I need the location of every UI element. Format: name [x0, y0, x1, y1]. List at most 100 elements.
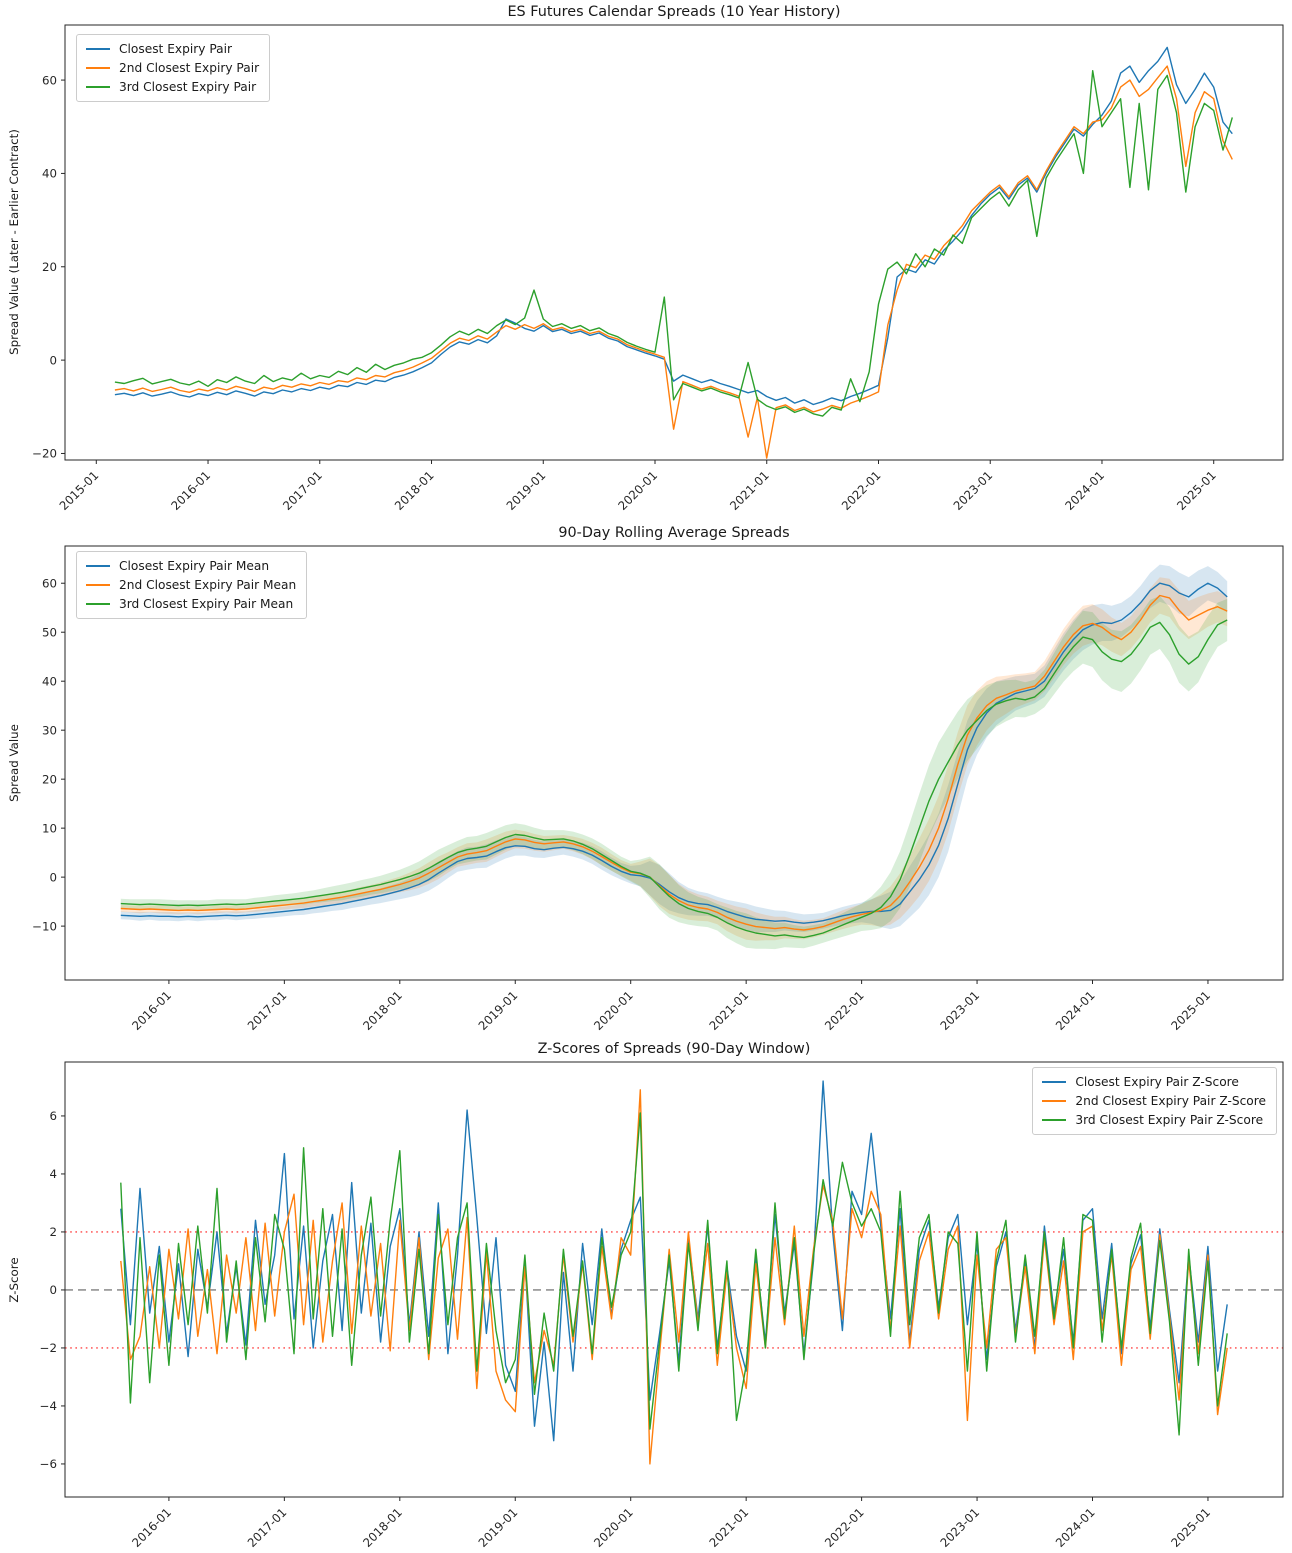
legend-item: 2nd Closest Expiry Pair [86, 61, 259, 75]
x-tick-label: 2024-01 [1062, 468, 1107, 513]
y-tick-label: 0 [49, 1283, 57, 1297]
series-line [114, 70, 1233, 417]
chart-calendar-spreads: −20 0 20 40 60 2015-01 2016-01 2017-01 2018-01 20… [0, 0, 1292, 517]
x-tick-label: 2025-01 [1168, 988, 1213, 1033]
x-tick-label: 2020-01 [591, 1505, 636, 1550]
plot-frame [64, 1061, 1284, 1498]
y-tick-label: 10 [42, 821, 57, 835]
chart-title-rolling-average: 90-Day Rolling Average Spreads [558, 525, 790, 541]
x-tick-label: 2021-01 [707, 988, 752, 1033]
legend-item: 2nd Closest Expiry Pair Z-Score [1042, 1094, 1266, 1108]
x-tick-label: 2023-01 [937, 1505, 982, 1550]
y-tick-label: −10 [32, 919, 57, 933]
series-line [120, 582, 1228, 924]
y-axis-label-spreads: Spread Value (Later - Earlier Contract) [7, 129, 21, 355]
x-tick-label: 2022-01 [822, 988, 867, 1033]
x-tick-label: 2023-01 [937, 988, 982, 1033]
y-tick-label: −2 [40, 1341, 57, 1355]
x-tick-label: 2023-01 [951, 468, 996, 513]
legend-label: 3rd Closest Expiry Pair Mean [119, 597, 294, 612]
x-tick-label: 2017-01 [245, 988, 290, 1033]
x-tick-label: 2016-01 [129, 1505, 174, 1550]
legend-rolling-average: Closest Expiry Pair Mean 2nd Closest Expi… [76, 551, 308, 620]
plot-frame [64, 24, 1284, 461]
chart-zscores: −6 −4 −2 0 2 4 6 2016-01 2017-01 2018-01 2019-01 20… [0, 1035, 1292, 1553]
legend-line-swatch [86, 603, 110, 606]
legend-line-swatch [1042, 1081, 1067, 1084]
y-tick-label: −6 [40, 1457, 57, 1471]
x-tick-label: 2024-01 [1053, 988, 1098, 1033]
legend-line-swatch [86, 48, 110, 51]
series-line [114, 46, 1233, 406]
legend-label: Closest Expiry Pair Z-Score [1075, 1075, 1239, 1089]
rolling-average-plot-area: −10 0 10 20 30 40 50 60 2016-01 2017-01 2018-01 201… [32, 545, 1284, 1033]
y-tick-label: 60 [42, 576, 57, 590]
y-tick-label: 40 [42, 167, 57, 181]
y-tick-label: 60 [42, 73, 57, 87]
legend-label: 2nd Closest Expiry Pair Z-Score [1075, 1094, 1266, 1109]
x-tick-label: 2022-01 [822, 1505, 867, 1550]
legend-item: Closest Expiry Pair Z-Score [1042, 1075, 1266, 1089]
x-tick-label: 2019-01 [476, 1505, 521, 1550]
series-line [120, 1089, 1228, 1465]
chart-rolling-average: −10 0 10 20 30 40 50 60 2016-01 2017-01 2018-01 201… [0, 517, 1292, 1035]
y-tick-label: 20 [42, 260, 57, 274]
series-band [120, 596, 1228, 950]
series-band [120, 564, 1228, 932]
legend-item: 3rd Closest Expiry Pair [86, 80, 259, 94]
chart-title-zscores: Z-Scores of Spreads (90-Day Window) [537, 1041, 811, 1057]
legend-line-swatch [86, 565, 110, 568]
legend-zscores: Closest Expiry Pair Z-Score 2nd Closest E… [1032, 1067, 1277, 1136]
legend-line-swatch [1042, 1100, 1067, 1103]
y-axis-label-zscores: Z-Score [7, 1257, 21, 1303]
legend-line-swatch [86, 584, 110, 587]
legend-line-swatch [86, 86, 110, 89]
legend-label: 3rd Closest Expiry Pair Z-Score [1075, 1113, 1264, 1128]
x-tick-label: 2017-01 [245, 1505, 290, 1550]
y-tick-label: −4 [40, 1399, 57, 1413]
legend-item: Closest Expiry Pair [86, 42, 259, 56]
x-tick-label: 2019-01 [504, 468, 549, 513]
x-tick-label: 2019-01 [476, 988, 521, 1033]
legend-line-swatch [86, 67, 110, 70]
x-tick-label: 2021-01 [727, 468, 772, 513]
x-tick-label: 2018-01 [360, 988, 405, 1033]
x-tick-label: 2016-01 [168, 468, 213, 513]
legend-label: 2nd Closest Expiry Pair Mean [119, 578, 297, 593]
x-tick-label: 2021-01 [707, 1505, 752, 1550]
x-tick-label: 2024-01 [1053, 1505, 1098, 1550]
legend-item: 3rd Closest Expiry Pair Z-Score [1042, 1113, 1266, 1127]
x-tick-label: 2022-01 [839, 468, 884, 513]
series-line [120, 1112, 1228, 1436]
chart-title-spreads: ES Futures Calendar Spreads (10 Year His… [507, 4, 841, 20]
plot-frame [64, 545, 1284, 981]
y-tick-label: 0 [49, 870, 57, 884]
series-line [120, 594, 1228, 931]
x-tick-label: 2025-01 [1168, 1505, 1213, 1550]
zscores-plot-area: −6 −4 −2 0 2 4 6 2016-01 2017-01 2018-01 2019-01 20… [40, 1061, 1284, 1550]
x-tick-label: 2017-01 [280, 468, 325, 513]
series-line [114, 65, 1233, 459]
x-tick-label: 2020-01 [591, 988, 636, 1033]
y-tick-label: 6 [49, 1109, 57, 1123]
legend-item: Closest Expiry Pair Mean [86, 559, 296, 573]
x-tick-label: 2018-01 [360, 1505, 405, 1550]
y-tick-label: 20 [42, 772, 57, 786]
x-tick-label: 2015-01 [57, 468, 102, 513]
legend-label: Closest Expiry Pair Mean [119, 559, 270, 573]
legend-item: 2nd Closest Expiry Pair Mean [86, 578, 296, 592]
legend-label: Closest Expiry Pair [119, 42, 233, 56]
spreads-plot-area: −20 0 20 40 60 2015-01 2016-01 2017-01 2018-01 20… [32, 24, 1284, 513]
legend-label: 3rd Closest Expiry Pair [119, 80, 257, 95]
y-axis-label-rolling-average: Spread Value [7, 724, 21, 802]
y-tick-label: 50 [42, 625, 57, 639]
legend-item: 3rd Closest Expiry Pair Mean [86, 597, 296, 611]
legend-spreads: Closest Expiry Pair 2nd Closest Expiry Pa… [76, 34, 271, 103]
x-tick-label: 2020-01 [615, 468, 660, 513]
legend-line-swatch [1042, 1119, 1067, 1122]
x-tick-label: 2018-01 [392, 468, 437, 513]
x-tick-label: 2025-01 [1174, 468, 1219, 513]
y-tick-label: 30 [42, 723, 57, 737]
series-line [120, 619, 1228, 939]
